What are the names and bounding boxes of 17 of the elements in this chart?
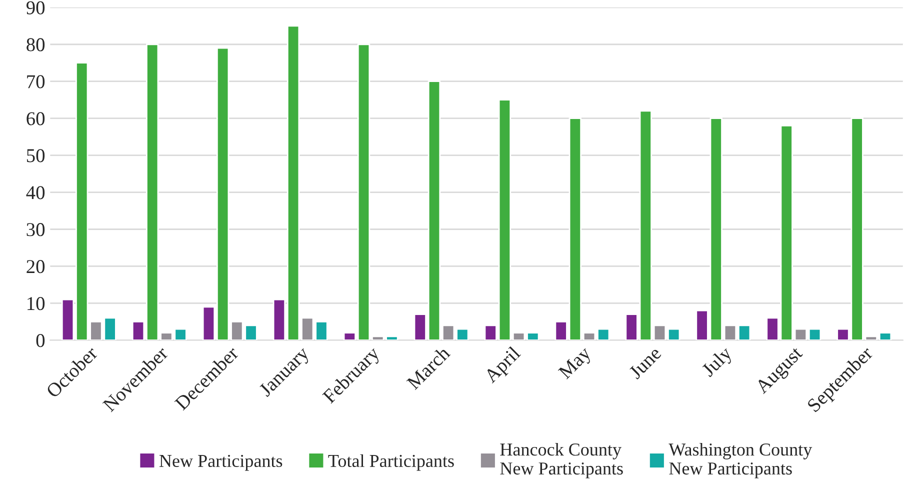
y-tick-label: 70 [27, 75, 45, 88]
y-tick-label: 90 [26, 1, 45, 14]
y-tick-label: 0 [36, 334, 45, 348]
y-tick-label: 80 [26, 38, 45, 52]
legend-label: Total Participants [328, 454, 454, 471]
x-tick-label: June [628, 346, 662, 380]
legend-label: New Participants [159, 454, 282, 471]
y-tick-label: 40 [26, 186, 45, 200]
y-tick-label: 60 [26, 112, 45, 126]
y-tick-label: 10 [28, 297, 45, 310]
x-tick-label: May [558, 346, 595, 382]
legend-label: Hancock County New Participants [500, 442, 623, 478]
legend-label: Washington County New Participants [668, 442, 812, 478]
y-tick-label: 50 [26, 149, 45, 162]
y-tick-label: 30 [26, 223, 45, 236]
x-tick-label: July [700, 345, 736, 380]
y-tick-label: 20 [26, 260, 45, 274]
